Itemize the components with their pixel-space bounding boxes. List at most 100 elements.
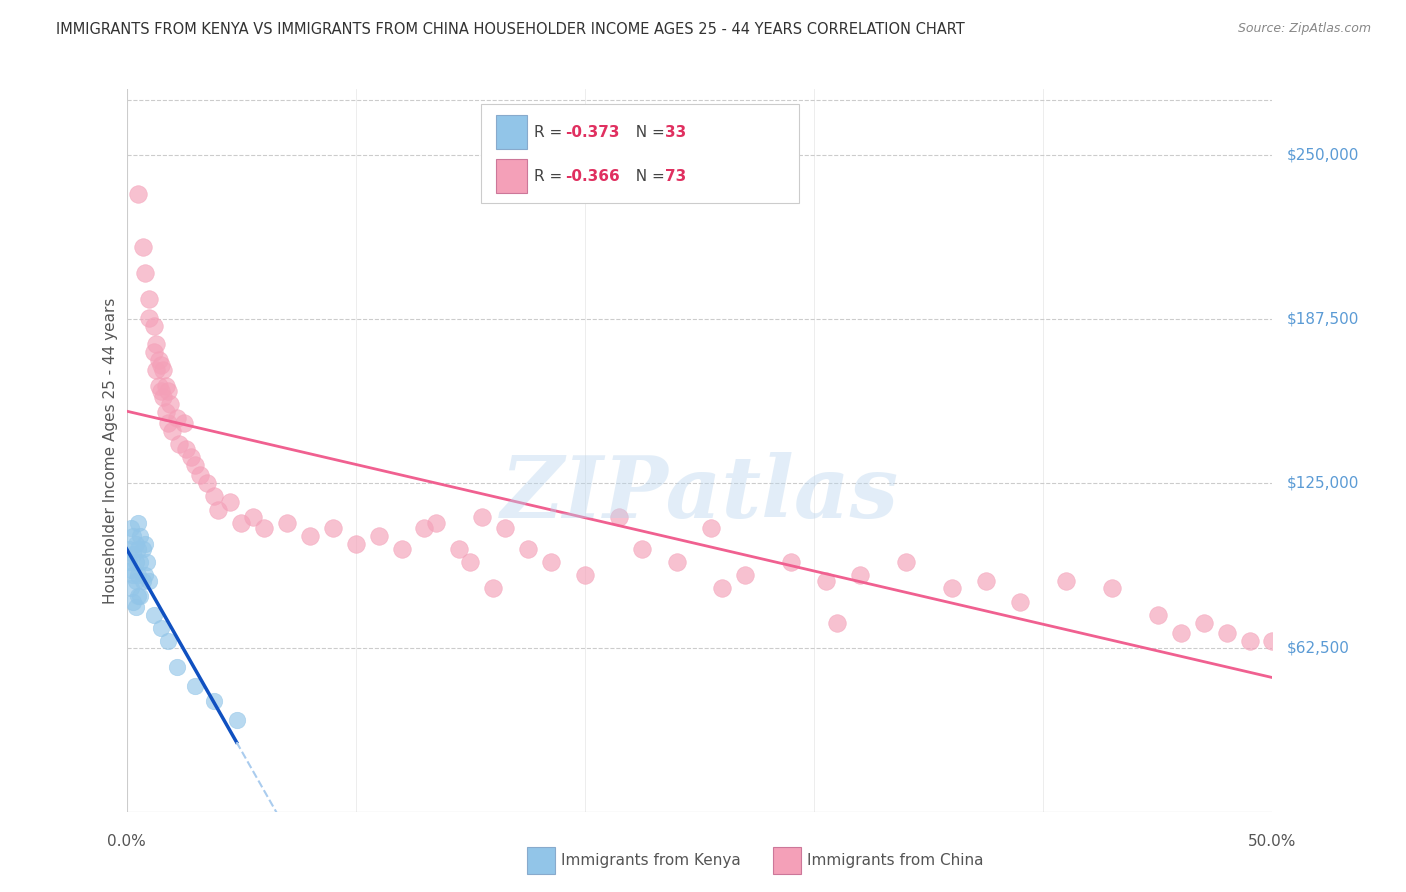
Point — [631, 541, 654, 556]
Point — [120, 582, 142, 596]
Point — [125, 537, 148, 551]
Text: $62,500: $62,500 — [1286, 640, 1350, 655]
Point — [202, 694, 225, 708]
Point — [167, 437, 190, 451]
Point — [413, 521, 436, 535]
Point — [974, 574, 997, 588]
Point — [184, 679, 207, 693]
Point — [180, 450, 202, 464]
Point — [1147, 607, 1170, 622]
Point — [118, 541, 141, 556]
Text: IMMIGRANTS FROM KENYA VS IMMIGRANTS FROM CHINA HOUSEHOLDER INCOME AGES 25 - 44 Y: IMMIGRANTS FROM KENYA VS IMMIGRANTS FROM… — [56, 22, 965, 37]
Point — [127, 568, 149, 582]
Text: 0.0%: 0.0% — [107, 834, 146, 849]
Point — [166, 410, 188, 425]
Point — [174, 442, 197, 457]
Point — [276, 516, 298, 530]
Point — [122, 529, 145, 543]
Point — [825, 615, 848, 630]
Point — [122, 547, 145, 561]
Point — [134, 537, 156, 551]
Point — [122, 594, 145, 608]
Text: 73: 73 — [665, 169, 686, 184]
Point — [149, 621, 172, 635]
Point — [125, 555, 148, 569]
Point — [391, 541, 413, 556]
Point — [156, 384, 179, 399]
Point — [145, 337, 167, 351]
Point — [120, 521, 142, 535]
Text: Immigrants from China: Immigrants from China — [807, 854, 984, 868]
Text: 33: 33 — [665, 125, 686, 140]
Point — [155, 405, 177, 419]
Point — [242, 510, 264, 524]
Point — [131, 240, 153, 254]
Text: R =: R = — [534, 169, 568, 184]
Point — [143, 607, 166, 622]
Point — [367, 529, 389, 543]
Point — [607, 510, 630, 524]
Point — [149, 384, 172, 399]
Point — [1192, 615, 1215, 630]
Point — [780, 555, 803, 569]
Text: -0.373: -0.373 — [565, 125, 620, 140]
Point — [159, 397, 181, 411]
Point — [129, 555, 152, 569]
Point — [1215, 626, 1237, 640]
Point — [1010, 594, 1032, 608]
Point — [344, 537, 367, 551]
Point — [814, 574, 837, 588]
Point — [298, 529, 321, 543]
Point — [734, 568, 756, 582]
Point — [156, 416, 179, 430]
Text: Source: ZipAtlas.com: Source: ZipAtlas.com — [1237, 22, 1371, 36]
Point — [162, 424, 184, 438]
Point — [152, 390, 174, 404]
Point — [131, 541, 153, 556]
Point — [148, 352, 170, 367]
Point — [125, 574, 148, 588]
Point — [184, 458, 207, 472]
Point — [120, 563, 142, 577]
Point — [700, 521, 723, 535]
Point — [1101, 582, 1123, 596]
Point — [516, 541, 538, 556]
Text: R =: R = — [534, 125, 568, 140]
Point — [574, 568, 596, 582]
Point — [138, 574, 160, 588]
Point — [188, 468, 211, 483]
Text: $250,000: $250,000 — [1286, 147, 1358, 162]
Point — [134, 568, 156, 582]
Text: $187,500: $187,500 — [1286, 311, 1358, 326]
Text: Immigrants from Kenya: Immigrants from Kenya — [561, 854, 741, 868]
Point — [148, 379, 170, 393]
Point — [138, 293, 160, 307]
Point — [143, 345, 166, 359]
Point — [322, 521, 344, 535]
Point — [129, 529, 152, 543]
Point — [494, 521, 516, 535]
Point — [471, 510, 494, 524]
Point — [665, 555, 688, 569]
Point — [136, 555, 159, 569]
Point — [1054, 574, 1077, 588]
Point — [482, 582, 505, 596]
Point — [127, 187, 149, 202]
Point — [894, 555, 917, 569]
Text: $125,000: $125,000 — [1286, 475, 1358, 491]
Point — [253, 521, 276, 535]
Point — [134, 266, 156, 280]
Point — [1170, 626, 1192, 640]
Point — [1239, 634, 1261, 648]
Point — [129, 589, 152, 603]
Point — [458, 555, 481, 569]
Text: 50.0%: 50.0% — [1249, 834, 1296, 849]
Point — [195, 476, 218, 491]
Point — [127, 589, 149, 603]
Point — [127, 516, 149, 530]
Point — [447, 541, 470, 556]
Point — [122, 568, 145, 582]
Point — [127, 541, 149, 556]
Point — [173, 416, 195, 430]
Point — [1261, 634, 1284, 648]
